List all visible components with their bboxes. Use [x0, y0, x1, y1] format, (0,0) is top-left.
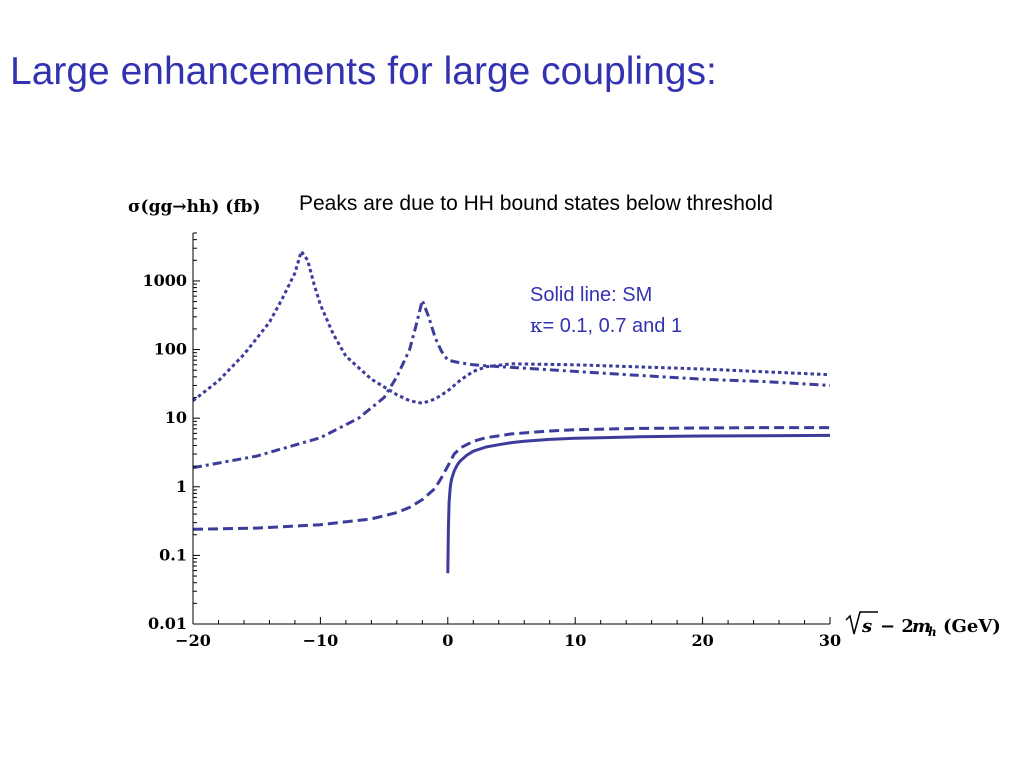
curves-layer: [192, 249, 831, 574]
legend-line-kappa: κ= 0.1, 0.7 and 1: [530, 310, 682, 341]
curve-dotted: [192, 249, 831, 405]
y-tick-label: 1: [176, 477, 187, 496]
y-tick-label: 0.1: [159, 545, 187, 564]
x-tick-label: 20: [691, 631, 713, 650]
kappa-values: = 0.1, 0.7 and 1: [542, 315, 683, 337]
curve-solid: [446, 433, 831, 574]
kappa-symbol: κ: [530, 313, 543, 337]
y-tick-label: 10: [165, 408, 187, 427]
x-axis-label-sub: h: [928, 625, 937, 639]
x-tick-label: −10: [303, 631, 339, 650]
x-axis-label-minus: − 2: [880, 616, 914, 637]
x-axis-label: s − 2 m h (GeV): [845, 611, 1001, 639]
ticks-layer: −20 −10 0 10 20 30 0.01 0.1 1 10 100 1000: [142, 232, 841, 650]
y-axis-label: σ(gg→hh) (fb): [128, 197, 261, 217]
chart-annotation: Peaks are due to HH bound states below t…: [299, 192, 773, 215]
x-axis-label-m: m: [912, 616, 931, 637]
slide-title: Large enhancements for large couplings:: [10, 50, 717, 93]
sqrt-symbol: [845, 611, 878, 635]
y-tick-label: 1000: [142, 271, 187, 290]
x-axis-label-s: s: [861, 616, 872, 637]
x-axis-label-unit: (GeV): [943, 616, 1001, 637]
x-tick-label: 30: [819, 631, 841, 650]
y-tick-label: 0.01: [148, 614, 187, 633]
y-tick-label: 100: [154, 340, 187, 359]
legend-line-sm: Solid line: SM: [530, 284, 653, 306]
x-tick-label: 10: [564, 631, 586, 650]
x-tick-label: 0: [442, 631, 453, 650]
curve-dashed: [192, 426, 830, 531]
legend: Solid line: SM κ= 0.1, 0.7 and 1: [530, 280, 682, 341]
x-tick-label: −20: [175, 631, 211, 650]
